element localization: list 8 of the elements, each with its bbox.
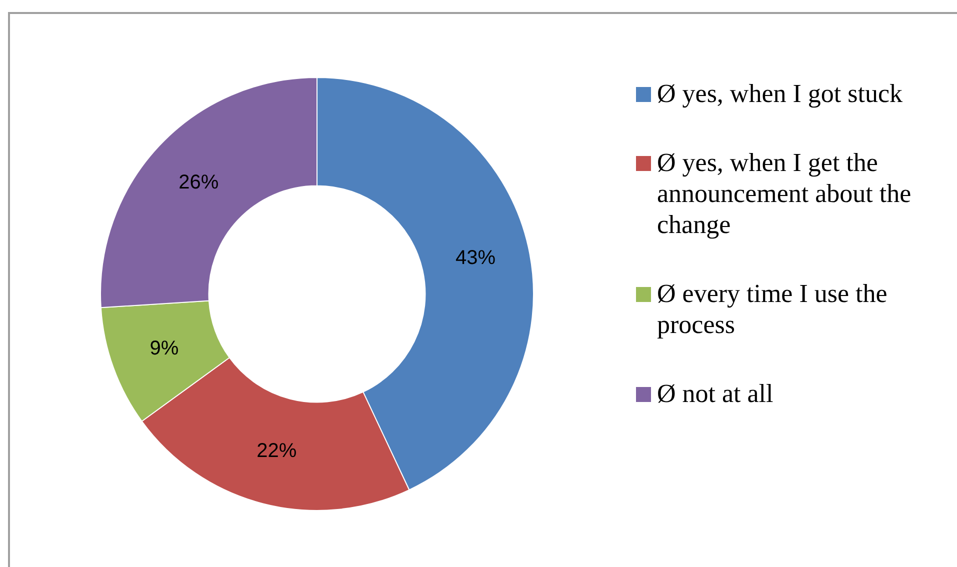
data-label: 26% <box>178 171 219 194</box>
legend-label: Ø yes, when I got stuck <box>657 78 903 109</box>
data-label: 43% <box>455 247 496 270</box>
legend-label: Ø every time I use the process <box>657 278 888 340</box>
legend-label: Ø not at all <box>657 378 774 409</box>
legend-label: Ø yes, when I get the announcement about the change <box>657 147 912 240</box>
data-label: 22% <box>256 440 297 462</box>
data-label: 9% <box>150 338 179 360</box>
